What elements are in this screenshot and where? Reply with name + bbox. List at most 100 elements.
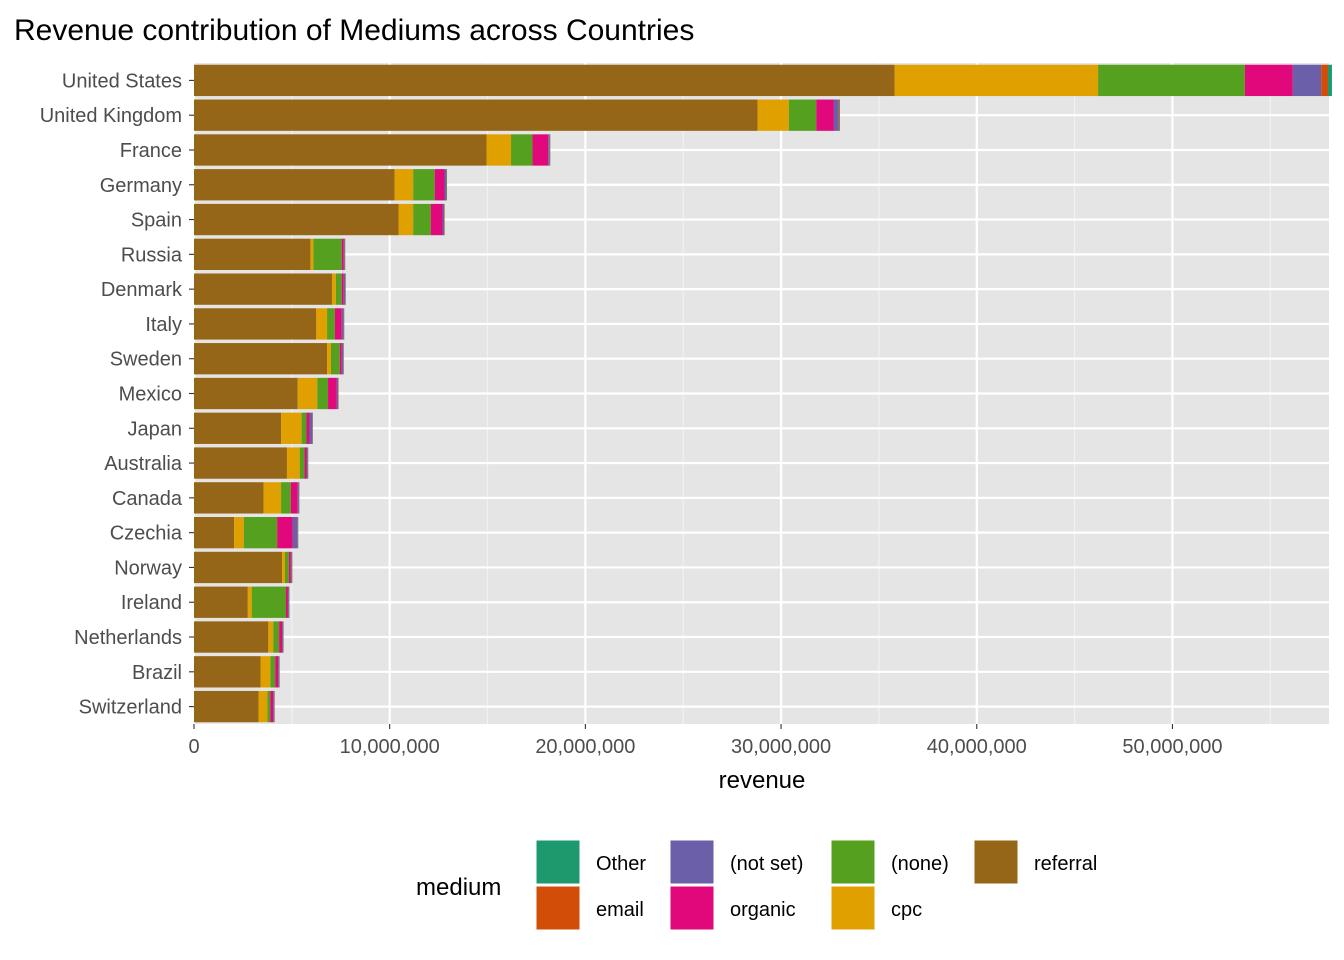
bar-denmark-organic: [341, 273, 344, 305]
x-tick-label: 10,000,000: [340, 736, 440, 758]
y-tick-label: Spain: [131, 210, 182, 232]
bar-czechia-none: [243, 517, 278, 549]
bar-germany-organic: [434, 169, 445, 201]
bar-sweden-not-set: [341, 343, 344, 375]
bar-norway-none: [284, 551, 289, 584]
bar-russia-referral: [194, 238, 311, 270]
y-tick-label: Switzerland: [79, 697, 182, 719]
bar-united-states-cpc: [894, 64, 1099, 97]
bar-united-states-none: [1098, 64, 1245, 97]
bar-france-organic: [532, 134, 549, 166]
bar-united-states-other: [1328, 64, 1332, 97]
legend-key-other: [535, 839, 581, 885]
bar-germany-referral: [194, 169, 395, 201]
bar-ireland-referral: [194, 586, 248, 618]
y-tick-label: Russia: [121, 244, 183, 266]
legend-key-cpc: [830, 885, 876, 931]
bar-italy-not-set: [341, 308, 344, 340]
y-tick-label: Germany: [100, 175, 182, 197]
bars-layer: [194, 64, 1332, 723]
bar-denmark-referral: [194, 273, 332, 305]
x-axis-ticks: 0 10,000,000 20,000,000 30,000,000 40,000,00…: [188, 724, 1223, 758]
bar-australia-none: [299, 447, 305, 479]
bar-sweden-none: [330, 343, 340, 375]
bar-germany-not-set: [444, 169, 447, 201]
legend-label-other: Other: [596, 853, 646, 875]
bar-mexico-cpc: [297, 377, 318, 410]
bar-brazil-referral: [194, 656, 261, 688]
bar-canada-referral: [194, 482, 264, 514]
y-tick-label: France: [120, 140, 182, 162]
bar-czechia-organic: [277, 517, 293, 549]
x-axis-title: revenue: [719, 767, 806, 794]
bar-canada-none: [281, 482, 291, 514]
bar-united-states-not-set: [1292, 64, 1322, 97]
bar-france-none: [511, 134, 533, 166]
bar-brazil-organic: [275, 656, 279, 688]
legend-label-email: email: [596, 899, 644, 921]
bar-italy-referral: [194, 308, 317, 340]
bar-switzerland-none: [267, 690, 271, 723]
y-tick-label: Netherlands: [74, 627, 182, 649]
bar-netherlands-organic: [279, 621, 283, 653]
bar-japan-none: [301, 412, 307, 444]
legend-label-referral: referral: [1034, 853, 1097, 875]
bar-netherlands-cpc: [268, 621, 274, 653]
bar-brazil-none: [270, 656, 276, 688]
bar-canada-organic: [290, 482, 298, 514]
bar-germany-none: [413, 169, 435, 201]
bar-netherlands-none: [273, 621, 280, 653]
bar-united-kingdom-cpc: [757, 99, 789, 131]
bar-switzerland-referral: [194, 690, 259, 723]
bar-australia-cpc: [286, 447, 300, 479]
x-tick-label: 50,000,000: [1122, 736, 1222, 758]
bar-united-states-email: [1321, 64, 1329, 97]
x-tick-label: 40,000,000: [927, 736, 1027, 758]
x-tick-label: 30,000,000: [731, 736, 831, 758]
legend-key-email: [535, 885, 581, 931]
bar-united-states-organic: [1244, 64, 1293, 97]
bar-spain-referral: [194, 203, 399, 236]
bar-netherlands-referral: [194, 621, 269, 653]
bar-sweden-referral: [194, 343, 328, 375]
y-tick-label: Norway: [114, 557, 182, 579]
bar-australia-referral: [194, 447, 287, 479]
y-tick-label: Brazil: [132, 662, 182, 684]
y-tick-label: Australia: [104, 453, 183, 475]
bar-russia-none: [313, 238, 342, 270]
bar-russia-cpc: [310, 238, 314, 270]
bar-united-kingdom-not-set: [833, 99, 839, 131]
y-tick-label: Italy: [145, 314, 182, 336]
bar-united-kingdom-referral: [194, 99, 758, 131]
y-tick-label: Japan: [128, 418, 183, 440]
bar-russia-organic: [341, 238, 344, 270]
bar-norway-not-set: [290, 551, 292, 584]
bar-norway-cpc: [282, 551, 285, 584]
bar-united-kingdom-organic: [816, 99, 834, 131]
y-tick-label: Denmark: [101, 279, 183, 301]
bar-germany-cpc: [394, 169, 414, 201]
y-tick-label: United States: [62, 70, 182, 92]
bar-ireland-organic: [285, 586, 288, 618]
bar-norway-organic: [288, 551, 291, 584]
bar-ireland-none: [251, 586, 286, 618]
x-tick-label: 0: [188, 736, 199, 758]
bar-united-kingdom-email: [838, 99, 840, 131]
legend-label-cpc: cpc: [891, 899, 922, 921]
bar-france-referral: [194, 134, 487, 166]
bar-czechia-cpc: [234, 517, 244, 549]
bar-mexico-referral: [194, 377, 298, 410]
bar-italy-organic: [334, 308, 342, 340]
bar-france-not-set: [548, 134, 550, 166]
bar-united-states-referral: [194, 64, 895, 97]
y-tick-label: Ireland: [121, 592, 182, 614]
bar-ireland-not-set: [287, 586, 289, 618]
bar-united-kingdom-none: [788, 99, 817, 131]
bar-germany-other: [446, 169, 448, 201]
bar-switzerland-not-set: [273, 690, 275, 723]
y-axis-ticks: United States United Kingdom France Germany…: [40, 70, 194, 719]
bar-japan-organic: [306, 412, 310, 444]
bar-russia-not-set: [343, 238, 345, 270]
bar-denmark-cpc: [331, 273, 336, 305]
